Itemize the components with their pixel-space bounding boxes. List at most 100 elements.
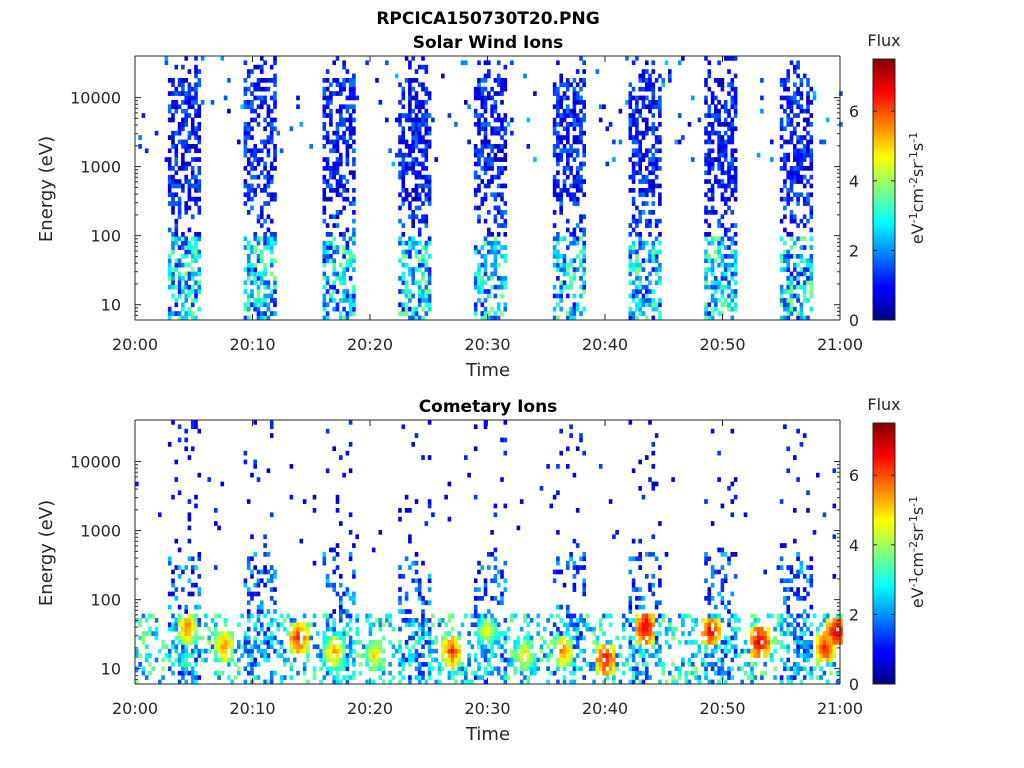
- heatmap-cell: [421, 675, 425, 680]
- heatmap-cell: [181, 188, 185, 193]
- heatmap-cell: [720, 236, 725, 242]
- heatmap-cell: [184, 293, 188, 299]
- heatmap-cell: [447, 113, 452, 118]
- heatmap-cell: [819, 675, 823, 680]
- heatmap-cell: [260, 569, 264, 575]
- heatmap-cell: [582, 100, 586, 105]
- heatmap-cell: [500, 144, 504, 149]
- heatmap-cell: [266, 135, 271, 140]
- heatmap-cell: [177, 82, 182, 88]
- heatmap-cell: [483, 653, 488, 658]
- heatmap-cell: [477, 60, 481, 66]
- heatmap-cell: [710, 648, 715, 654]
- heatmap-cell: [575, 117, 580, 123]
- heatmap-cell: [434, 679, 438, 685]
- heatmap-cell: [408, 240, 412, 246]
- heatmap-cell: [483, 424, 488, 430]
- heatmap-cell: [260, 95, 264, 101]
- heatmap-cell: [335, 161, 340, 167]
- heatmap-cell: [342, 472, 346, 478]
- heatmap-cell: [658, 218, 662, 224]
- heatmap-cell: [342, 135, 346, 140]
- heatmap-cell: [737, 626, 741, 632]
- heatmap-cell: [424, 139, 429, 145]
- heatmap-cell: [562, 648, 567, 654]
- heatmap-cell: [214, 508, 218, 513]
- heatmap-cell: [329, 148, 333, 154]
- heatmap-cell: [473, 144, 478, 149]
- heatmap-cell: [348, 113, 353, 118]
- heatmap-cell: [197, 604, 202, 610]
- heatmap-cell: [668, 78, 672, 83]
- heatmap-cell: [184, 284, 188, 290]
- heatmap-cell: [332, 148, 336, 154]
- heatmap-cell: [480, 675, 485, 680]
- heatmap-cell: [171, 280, 175, 286]
- heatmap-cell: [269, 420, 274, 425]
- heatmap-cell: [569, 622, 573, 628]
- heatmap-cell: [421, 104, 425, 110]
- heatmap-cell: [645, 117, 649, 123]
- heatmap-cell: [335, 552, 340, 557]
- heatmap-cell: [664, 640, 669, 645]
- heatmap-cell: [786, 648, 790, 654]
- heatmap-cell: [352, 236, 356, 242]
- heatmap-cell: [187, 525, 192, 531]
- heatmap-cell: [335, 653, 340, 658]
- heatmap-cell: [447, 481, 452, 487]
- heatmap-cell: [200, 100, 205, 105]
- heatmap-cell: [273, 91, 277, 96]
- heatmap-cell: [184, 644, 188, 650]
- heatmap-cell: [575, 618, 580, 623]
- heatmap-cell: [503, 157, 508, 162]
- heatmap-cell: [566, 315, 570, 321]
- heatmap-cell: [194, 249, 198, 255]
- heatmap-cell: [809, 276, 814, 281]
- heatmap-cell: [793, 666, 797, 672]
- heatmap-cell: [602, 679, 606, 685]
- heatmap-cell: [743, 670, 748, 676]
- heatmap-cell: [658, 631, 662, 636]
- heatmap-cell: [513, 657, 517, 663]
- heatmap-cell: [408, 126, 412, 132]
- heatmap-cell: [822, 618, 827, 623]
- heatmap-cell: [424, 148, 429, 154]
- heatmap-cell: [342, 86, 346, 92]
- heatmap-cell: [477, 640, 481, 645]
- heatmap-cell: [500, 596, 504, 601]
- heatmap-cell: [427, 635, 432, 641]
- heatmap-cell: [651, 100, 656, 105]
- heatmap-cell: [237, 670, 241, 676]
- heatmap-cell: [309, 635, 313, 641]
- heatmap-cell: [556, 122, 560, 127]
- heatmap-cell: [339, 232, 343, 237]
- heatmap-cell: [250, 271, 254, 277]
- heatmap-cell: [174, 262, 179, 268]
- heatmap-cell: [638, 232, 642, 237]
- heatmap-cell: [549, 670, 554, 676]
- heatmap-cell: [779, 289, 784, 294]
- heatmap-cell: [444, 631, 448, 636]
- heatmap-cell: [641, 679, 646, 685]
- heatmap-cell: [770, 613, 774, 619]
- heatmap-cell: [556, 276, 560, 281]
- heatmap-cell: [167, 108, 172, 114]
- heatmap-cell: [348, 644, 353, 650]
- heatmap-cell: [793, 166, 797, 171]
- heatmap-cell: [322, 218, 327, 224]
- heatmap-cell: [187, 284, 192, 290]
- heatmap-cell: [496, 170, 501, 176]
- heatmap-cell: [566, 640, 570, 645]
- heatmap-cell: [796, 157, 800, 162]
- heatmap-cell: [723, 284, 728, 290]
- heatmap-cell: [441, 648, 445, 654]
- heatmap-cell: [266, 192, 271, 198]
- heatmap-cell: [365, 679, 369, 685]
- heatmap-cell: [793, 240, 797, 246]
- heatmap-cell: [730, 174, 735, 180]
- heatmap-cell: [651, 179, 656, 184]
- x-tick-label: 20:00: [112, 335, 158, 354]
- heatmap-cell: [401, 223, 406, 228]
- heatmap-cell: [414, 126, 419, 132]
- heatmap-cell: [730, 139, 735, 145]
